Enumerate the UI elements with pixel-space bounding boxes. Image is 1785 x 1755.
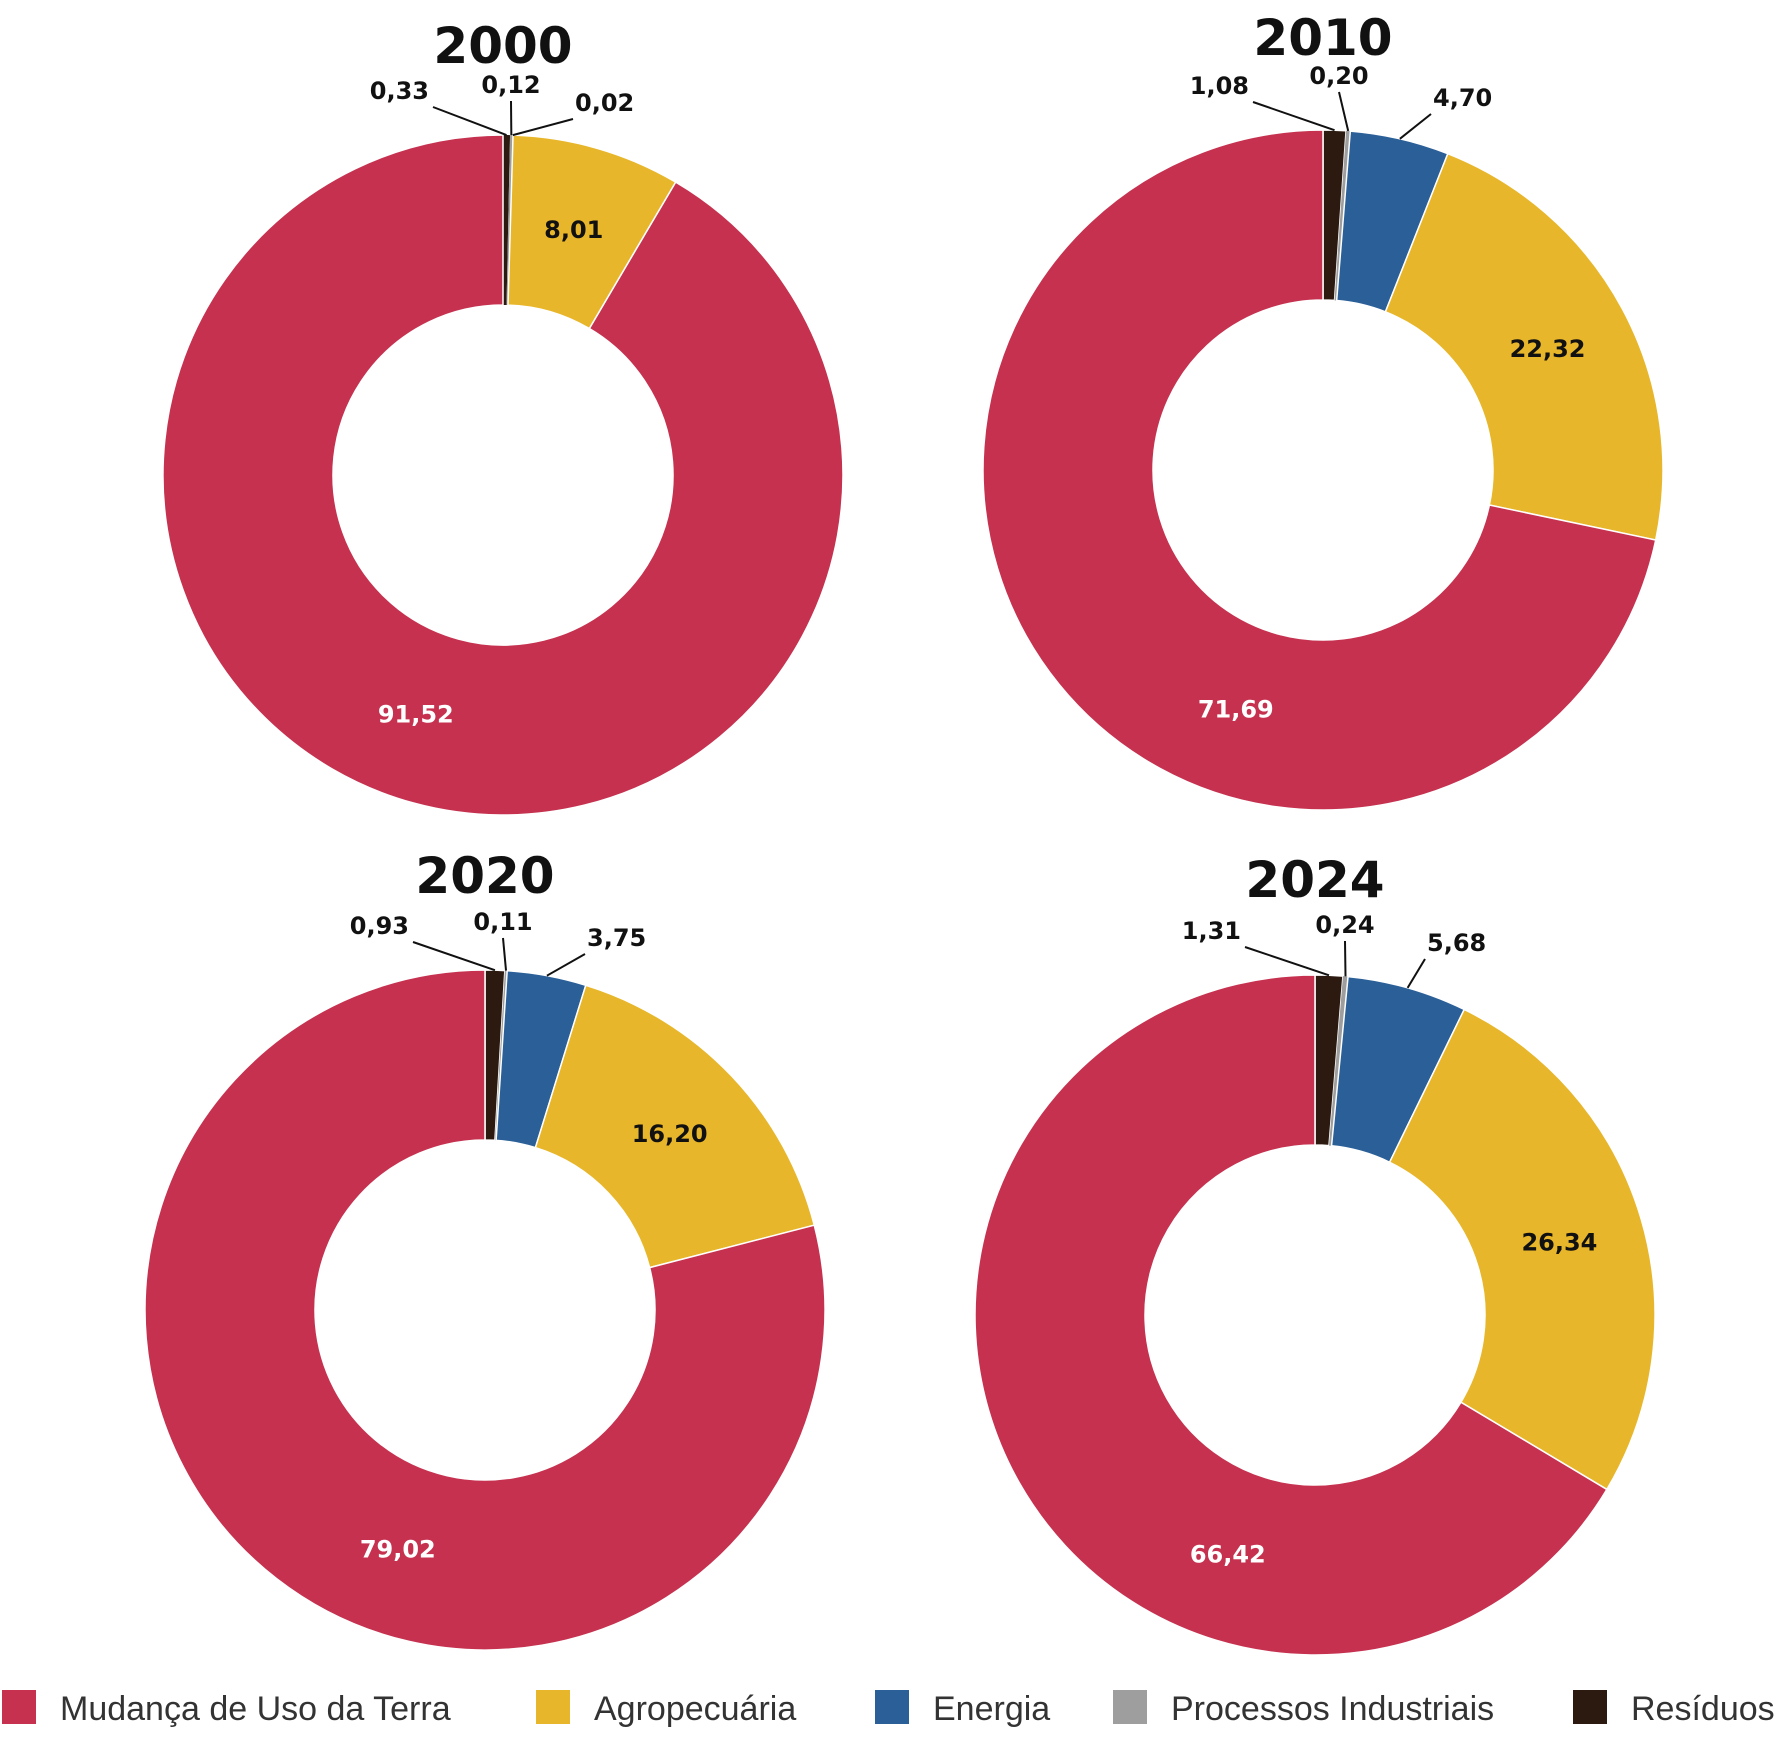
legend-label-mudanca: Mudança de Uso da Terra bbox=[60, 1690, 451, 1728]
data-label-processos-2010: 0,20 bbox=[1309, 62, 1368, 90]
slice-agropecuaria-2024 bbox=[1388, 1008, 1656, 1491]
donut-chart-2024: 2024 66,42 26,34 1,31 0,24 5,68 bbox=[974, 851, 1656, 1656]
slice-mudanca-2010 bbox=[982, 129, 1657, 811]
legend: Mudança de Uso da Terra Agropecuária Energ… bbox=[2, 1690, 1775, 1728]
charts-layer: 2000 91,52 8,01 0,33 0,12 0,02 2010 71,69 22,32 1… bbox=[144, 9, 1664, 1656]
data-label-processos-2000: 0,12 bbox=[481, 71, 540, 99]
legend-label-residuos: Resíduos bbox=[1631, 1690, 1775, 1728]
leader-line-energia-2020 bbox=[546, 953, 586, 977]
leader-line-energia-2000 bbox=[512, 118, 574, 137]
leader-line-processos-2010 bbox=[1338, 91, 1350, 132]
data-label-mudanca-2000: 91,52 bbox=[378, 701, 454, 729]
leader-line-energia-2024 bbox=[1406, 958, 1426, 989]
data-label-energia-2010: 4,70 bbox=[1433, 84, 1492, 112]
legend-swatch-agropecuaria bbox=[536, 1690, 570, 1724]
legend-swatch-mudanca bbox=[2, 1690, 36, 1724]
data-label-mudanca-2020: 79,02 bbox=[360, 1536, 436, 1564]
data-label-processos-2020: 0,11 bbox=[473, 908, 532, 936]
leader-line-processos-2020 bbox=[502, 937, 508, 971]
donut-chart-2010: 2010 71,69 22,32 1,08 0,20 4,70 bbox=[982, 9, 1664, 811]
data-label-agropecuaria-2010: 22,32 bbox=[1510, 335, 1586, 363]
leader-line-energia-2010 bbox=[1399, 113, 1432, 140]
leader-line-residuos-2000 bbox=[432, 106, 507, 136]
slice-residuos-2020 bbox=[484, 969, 506, 1142]
legend-swatch-processos bbox=[1113, 1690, 1147, 1724]
donut-chart-2020: 2020 79,02 16,20 0,93 0,11 3,75 bbox=[144, 847, 826, 1651]
legend-label-agropecuaria: Agropecuária bbox=[594, 1690, 796, 1728]
donut-chart-2000: 2000 91,52 8,01 0,33 0,12 0,02 bbox=[162, 17, 844, 816]
chart-title-2000: 2000 bbox=[433, 17, 572, 75]
slice-mudanca-2024 bbox=[974, 974, 1608, 1656]
data-label-energia-2020: 3,75 bbox=[587, 924, 646, 952]
slice-agropecuaria-2010 bbox=[1384, 152, 1664, 541]
leader-line-processos-2024 bbox=[1344, 940, 1347, 977]
data-label-residuos-2020: 0,93 bbox=[350, 912, 409, 940]
legend-swatch-energia bbox=[875, 1690, 909, 1724]
legend-label-energia: Energia bbox=[933, 1690, 1050, 1728]
leader-line-residuos-2020 bbox=[412, 941, 496, 972]
legend-swatch-residuos bbox=[1573, 1690, 1607, 1724]
data-label-mudanca-2010: 71,69 bbox=[1198, 696, 1274, 724]
chart-title-2020: 2020 bbox=[415, 847, 554, 905]
data-label-agropecuaria-2020: 16,20 bbox=[632, 1120, 708, 1148]
data-label-mudanca-2024: 66,42 bbox=[1190, 1541, 1266, 1569]
slice-mudanca-2000 bbox=[162, 134, 844, 816]
data-label-residuos-2024: 1,31 bbox=[1182, 917, 1241, 945]
data-label-residuos-2010: 1,08 bbox=[1190, 72, 1249, 100]
data-label-processos-2024: 0,24 bbox=[1315, 911, 1374, 939]
legend-label-processos: Processos Industriais bbox=[1171, 1690, 1494, 1728]
slice-residuos-2024 bbox=[1314, 974, 1344, 1147]
slice-mudanca-2020 bbox=[144, 969, 826, 1651]
data-label-agropecuaria-2024: 26,34 bbox=[1521, 1228, 1597, 1256]
data-label-residuos-2000: 0,33 bbox=[370, 77, 429, 105]
data-label-energia-2024: 5,68 bbox=[1427, 929, 1486, 957]
leader-line-residuos-2024 bbox=[1244, 946, 1330, 977]
leader-line-residuos-2010 bbox=[1252, 101, 1335, 132]
slice-agropecuaria-2020 bbox=[534, 984, 816, 1269]
slice-residuos-2000 bbox=[503, 135, 511, 306]
data-label-agropecuaria-2000: 8,01 bbox=[544, 216, 603, 244]
chart-title-2024: 2024 bbox=[1245, 851, 1384, 909]
data-label-energia-2000: 0,02 bbox=[575, 89, 634, 117]
chart-title-2010: 2010 bbox=[1253, 9, 1392, 67]
